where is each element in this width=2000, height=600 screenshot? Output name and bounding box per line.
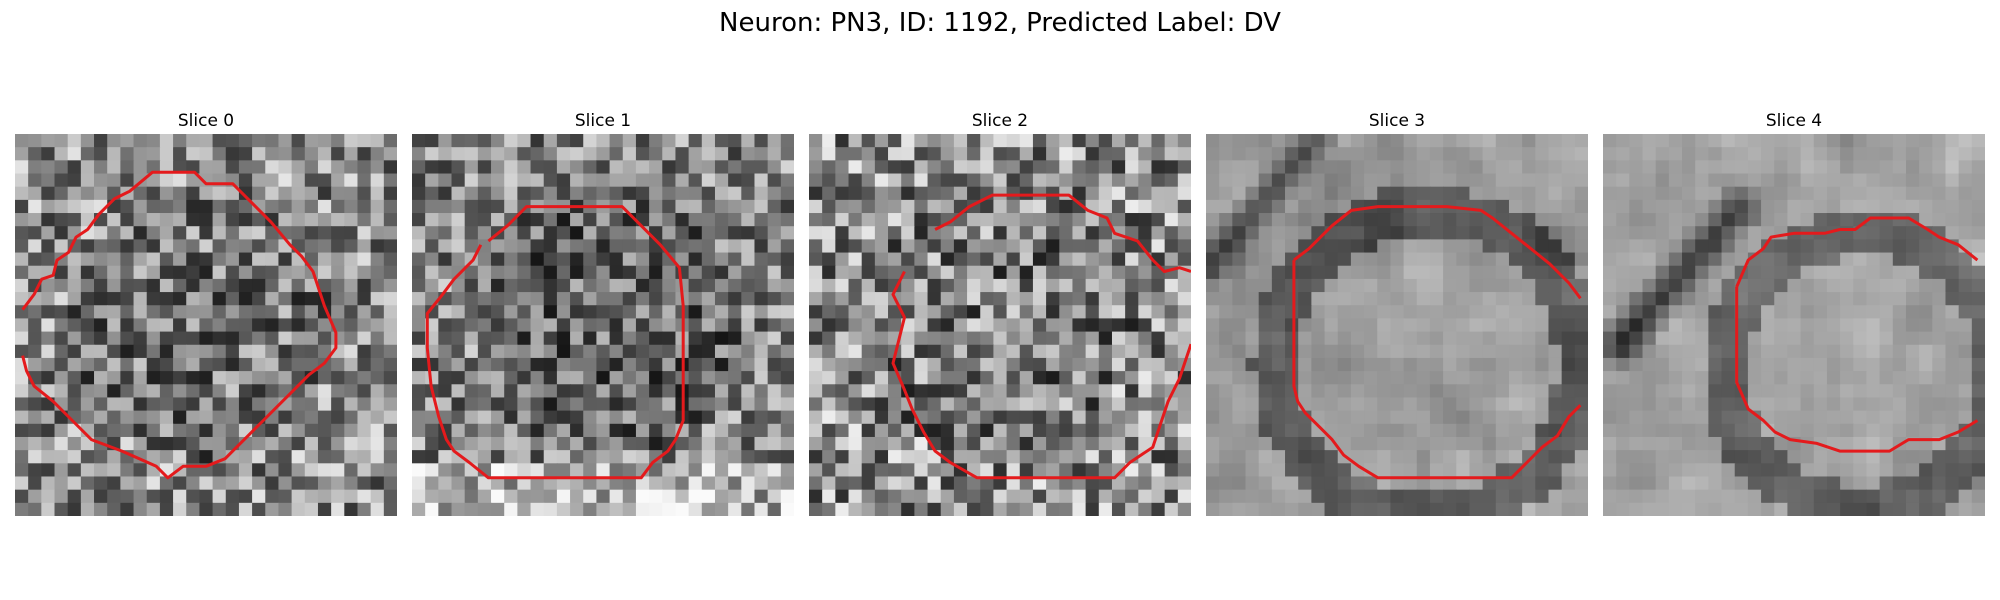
- contour-1-0: [425, 205, 685, 480]
- contour-0-0: [21, 170, 338, 480]
- figure-title: Neuron: PN3, ID: 1192, Predicted Label: …: [719, 8, 1281, 38]
- contour-3-1: [1292, 260, 1582, 480]
- slice-panel-1: Slice 1: [412, 108, 794, 516]
- slice-image-4: [1603, 134, 1985, 516]
- slice-image-0: [15, 134, 397, 516]
- slice-title-4: Slice 4: [1765, 111, 1823, 131]
- slice-title-1: Slice 1: [574, 111, 632, 131]
- slice-title-2: Slice 2: [971, 111, 1029, 131]
- slice-image-1: [412, 134, 794, 516]
- contour-2-1: [891, 270, 1191, 480]
- slice-image-2: [809, 134, 1191, 516]
- contour-4-0: [1735, 216, 1979, 288]
- slice-title-0: Slice 0: [177, 111, 235, 131]
- slice-panel-2: Slice 2: [809, 108, 1191, 516]
- contour-3-0: [1292, 205, 1582, 300]
- slice-panel-3: Slice 3: [1206, 108, 1588, 516]
- slice-title-3: Slice 3: [1368, 111, 1426, 131]
- slice-panel-0: Slice 0: [15, 108, 397, 516]
- slice-image-3: [1206, 134, 1588, 516]
- contour-2-0: [934, 193, 1191, 273]
- contour-4-1: [1735, 286, 1979, 453]
- slice-panel-4: Slice 4: [1603, 108, 1985, 516]
